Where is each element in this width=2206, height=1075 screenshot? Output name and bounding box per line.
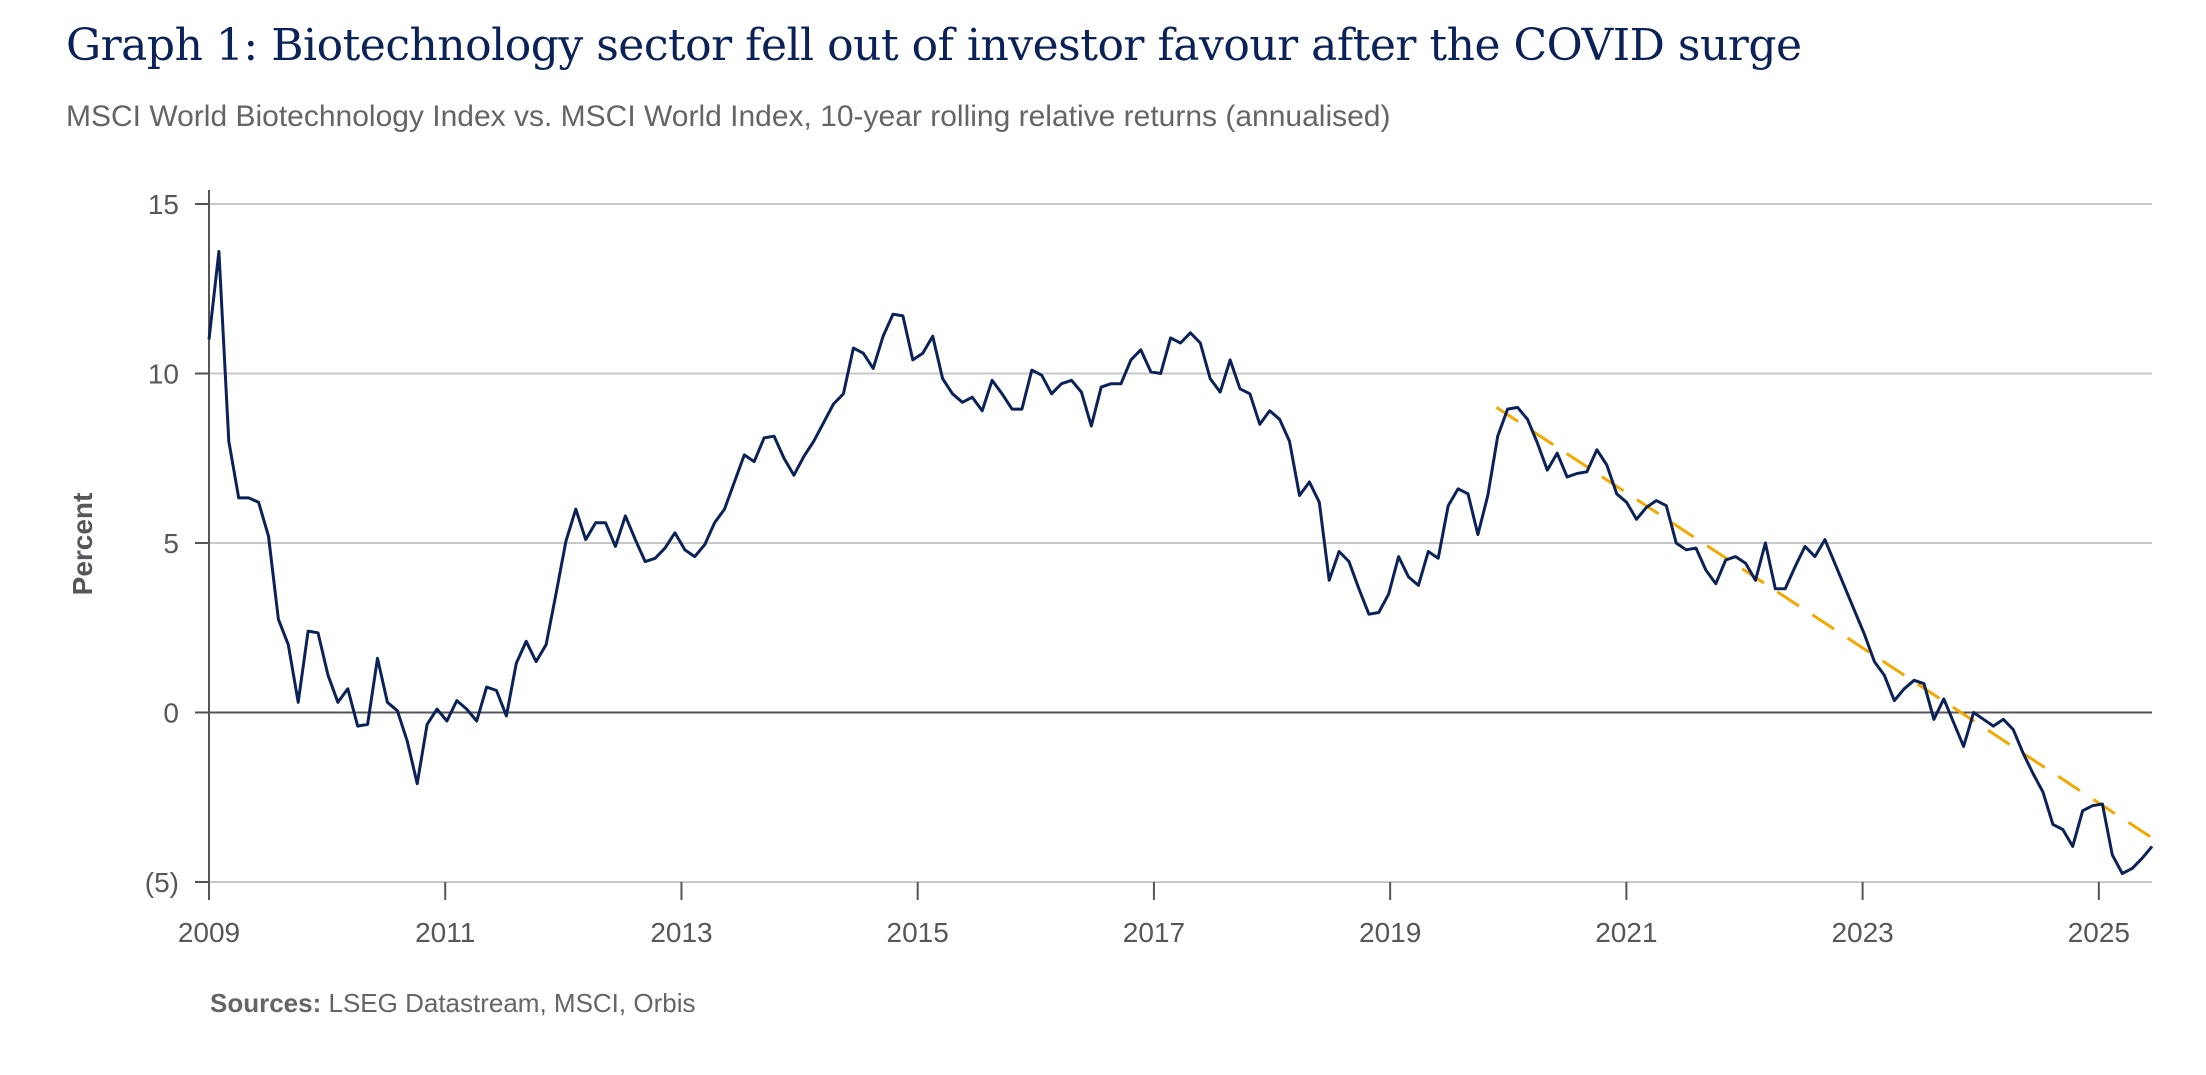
sources-label: Sources: <box>210 988 322 1018</box>
x-tick-label: 2017 <box>1123 917 1185 948</box>
x-tick-label: 2019 <box>1359 917 1421 948</box>
sources-text: LSEG Datastream, MSCI, Orbis <box>321 988 696 1018</box>
y-tick-label: 10 <box>148 359 179 390</box>
y-tick-label: 15 <box>148 189 179 220</box>
x-tick-label: 2015 <box>887 917 949 948</box>
chart-subtitle: MSCI World Biotechnology Index vs. MSCI … <box>66 100 1391 133</box>
y-tick-labels: 15 10 5 0 (5) <box>145 189 179 898</box>
y-tick-label: 0 <box>163 698 179 729</box>
x-tick-label: 2013 <box>650 917 712 948</box>
x-tick-label: 2009 <box>178 917 240 948</box>
gridlines <box>209 203 2152 883</box>
y-axis-label: Percent <box>67 493 98 596</box>
x-tick-label: 2025 <box>2068 917 2130 948</box>
x-tick-label: 2021 <box>1595 917 1657 948</box>
chart-title: Graph 1: Biotechnology sector fell out o… <box>66 20 1802 71</box>
x-tick-labels: 2009 2011 2013 2015 2017 2019 2021 2023 2025 <box>178 917 2130 948</box>
series-line <box>207 250 2154 875</box>
sources-note: Sources: LSEG Datastream, MSCI, Orbis <box>210 988 695 1019</box>
axes <box>195 190 2100 900</box>
x-tick-label: 2011 <box>415 917 475 948</box>
trend-line <box>1495 406 2153 840</box>
x-tick-label: 2023 <box>1831 917 1893 948</box>
y-tick-label: 5 <box>163 528 179 559</box>
y-tick-label: (5) <box>145 867 179 898</box>
